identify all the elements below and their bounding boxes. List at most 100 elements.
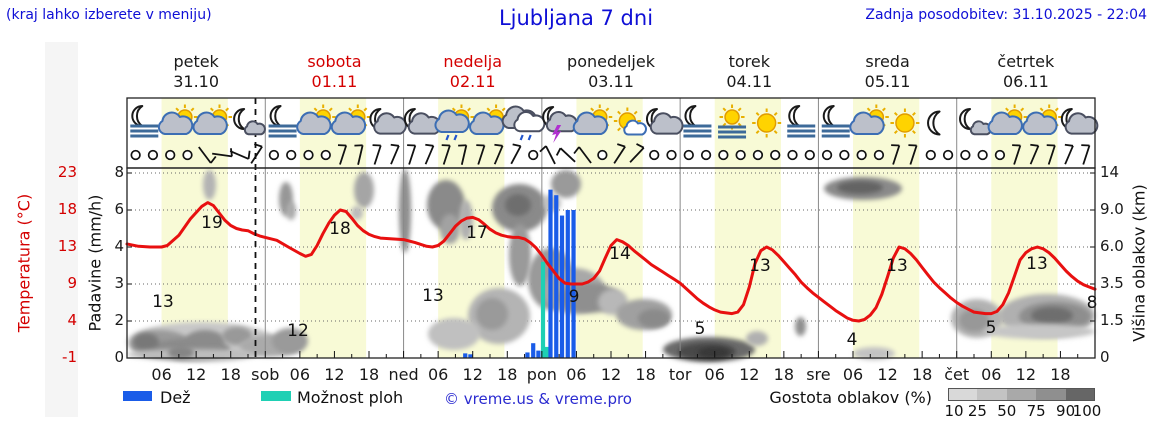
wind-calm-icon <box>286 149 297 161</box>
wind-barb-icon <box>539 145 556 165</box>
wind-calm-icon <box>666 149 677 161</box>
temp-tick-label: 4 <box>67 311 77 329</box>
weather-icon-sun-cloud <box>572 104 613 135</box>
weather-icon-moon-cloud <box>1060 108 1099 135</box>
temperature-labels: 13 19 12 18 13 17 9 14 5 13 4 13 5 13 8 <box>152 213 1097 350</box>
precip-tick-label: 0 <box>114 348 124 366</box>
wind-calm-icon <box>839 149 850 161</box>
wind-calm-icon <box>942 149 954 161</box>
temp-value-label: 17 <box>466 223 488 243</box>
wind-calm-icon <box>752 149 764 161</box>
time-tick-label: 12 <box>324 365 345 384</box>
weather-icon-sun-cloud <box>330 104 371 135</box>
time-tick-label: 06 <box>704 365 725 384</box>
weather-icon-sun-cloud <box>157 104 198 135</box>
day-header: petek 31.10 <box>131 52 261 92</box>
time-tick-label: 06 <box>151 365 172 384</box>
day-name: sreda <box>865 52 910 71</box>
day-name: torek <box>728 52 770 71</box>
day-date: 03.11 <box>588 72 634 91</box>
weather-icon-sun-scloud <box>613 107 647 136</box>
weather-icon-sun-cloud-rain <box>434 104 474 141</box>
precip-tick-label: 2 <box>114 311 124 329</box>
precip-tick-label: 6 <box>114 200 124 218</box>
time-tick-label: 12 <box>1015 365 1037 384</box>
wind-calm-icon <box>718 149 729 161</box>
weather-icon-moon-fog <box>821 105 850 138</box>
day-header: torek 04.11 <box>684 52 814 92</box>
weather-icon-moon-fog <box>787 105 816 138</box>
weather-icon-moon-cloud <box>645 108 684 135</box>
time-tick-label: 06 <box>289 365 311 384</box>
wind-barb-icon <box>1064 143 1074 165</box>
wind-barb-icon <box>229 150 251 160</box>
wind-calm-icon <box>165 149 176 161</box>
wind-barb-icon <box>510 143 522 165</box>
precip-tick-label: 8 <box>114 163 124 181</box>
temp-value-label: 13 <box>1026 254 1048 274</box>
wind-calm-icon <box>770 149 781 161</box>
legend-rain-swatch <box>123 391 152 401</box>
cloud-legend-frame <box>948 388 1095 401</box>
wind-barb-icon <box>407 144 417 165</box>
weather-icon-moon-storm <box>542 106 578 143</box>
precip-tick-label: 3 <box>114 274 124 292</box>
temp-tick-label: 23 <box>57 163 77 181</box>
cloud-legend-segment <box>1036 388 1066 401</box>
day-header: sobota 01.11 <box>269 52 399 92</box>
temp-value-label: 8 <box>1087 293 1098 313</box>
day-name: petek <box>173 52 219 71</box>
wind-barb-icon <box>613 143 626 164</box>
wind-barb-icon <box>372 144 382 165</box>
wind-calm-icon <box>700 149 712 161</box>
cloud-legend-tick: 25 <box>967 402 987 420</box>
time-tick-label: 18 <box>1050 365 1071 384</box>
temp-value-label: 12 <box>287 321 309 341</box>
legend-shower-swatch <box>261 391 291 401</box>
time-tick-label: 18 <box>358 365 380 384</box>
wind-barb-icon <box>198 146 217 164</box>
weather-icon-sun-cloud <box>1022 104 1062 135</box>
weather-icon-moon-cloud <box>403 108 442 135</box>
weather-icon-sun-cloud <box>849 104 889 135</box>
day-header: nedelja 02.11 <box>408 52 538 92</box>
height-tick-label: 14 <box>1100 163 1120 181</box>
day-boundary-lines <box>264 98 958 358</box>
weather-icon-sun-cloud <box>192 104 232 135</box>
legend-rain-label: Dež <box>160 388 191 407</box>
temp-value-label: 13 <box>422 286 444 306</box>
wind-calm-icon <box>873 149 885 161</box>
credit-link[interactable]: © vreme.us & vreme.pro <box>444 390 632 408</box>
weather-icon-moon-fog <box>268 105 297 138</box>
weather-icon-cloud-rain <box>501 105 546 141</box>
temp-value-label: 5 <box>986 318 997 338</box>
temp-tick-label: 13 <box>57 237 77 255</box>
cloud-legend-segment <box>948 388 978 401</box>
weather-icon-moon <box>927 110 941 136</box>
weather-icon-sun-cloud <box>469 104 509 135</box>
cloud-legend-tick: 10 <box>944 402 964 420</box>
cloud-legend-label: Gostota oblakov (%) <box>769 388 932 407</box>
daylight-bands <box>161 98 1058 358</box>
legend-shower-label: Možnost ploh <box>297 388 404 407</box>
wind-calm-icon <box>597 149 608 161</box>
temp-value-label: 13 <box>749 256 771 276</box>
cloud-legend-tick: 50 <box>997 402 1017 420</box>
weather-icon-moon-scloud <box>233 108 266 136</box>
wind-calm-icon <box>735 149 746 161</box>
day-header: sreda 05.11 <box>823 52 953 92</box>
temp-value-label: 9 <box>569 287 580 307</box>
day-date: 04.11 <box>726 72 773 91</box>
cloud-legend-tick: 90 <box>1056 402 1076 420</box>
wind-barb-icon <box>424 143 435 165</box>
temp-value-label: 13 <box>886 256 908 276</box>
day-date: 05.11 <box>864 72 911 91</box>
time-tick-label: 18 <box>220 365 241 384</box>
time-tick-label: 06 <box>981 365 1002 384</box>
day-header: ponedeljek 03.11 <box>546 52 676 92</box>
temp-value-label: 19 <box>201 213 223 233</box>
wind-barb-icon <box>1081 144 1091 165</box>
temp-tick-label: 18 <box>57 200 77 218</box>
wind-calm-icon <box>787 149 798 161</box>
